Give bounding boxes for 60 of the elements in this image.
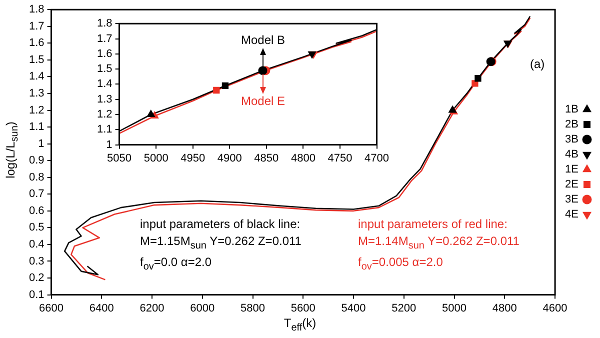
x-axis-title: T$_{eff}$(k)	[284, 316, 316, 334]
y-tick-label: 1	[38, 138, 44, 150]
y-tick-label: 1.6	[28, 37, 44, 50]
y-tick-label: 1.4	[96, 78, 112, 90]
y-tick-label: 0.2	[28, 272, 44, 284]
annotation: Model E	[240, 94, 286, 108]
y-tick-label: 1.3	[96, 93, 112, 106]
y-tick-label: 0.7	[28, 188, 44, 200]
y-tick-label: 1.7	[28, 20, 44, 32]
x-tick-label: 4750	[328, 152, 352, 164]
text: input parameters of red line: M=1.14M$_{sun}$ Y=0.262 Z=0.011 f$_{ov}$=0.005 α=2.0	[358, 217, 520, 273]
x-tick-label: 5600	[290, 302, 316, 314]
y-tick-label: 1.6	[96, 48, 112, 60]
x-tick-label: 6200	[140, 302, 164, 314]
y-tick-label: 0.1	[28, 288, 44, 301]
x-tick-label: 5000	[442, 302, 467, 314]
x-tick-label: 4800	[492, 302, 517, 314]
y-tick-label: 0.5	[28, 222, 44, 234]
legend-label: 3E	[565, 194, 578, 206]
x-tick-label: 4950	[180, 152, 206, 164]
legend-label: 3B	[565, 134, 578, 146]
annotation: Model B	[240, 33, 286, 47]
y-tick-label: 1.8	[96, 18, 112, 30]
x-tick-label: 5800	[240, 302, 266, 314]
y-tick-label: 1.4	[28, 70, 44, 83]
y-tick-label: 0.4	[28, 238, 44, 250]
x-tick-label: 4600	[542, 302, 568, 314]
y-tick-label: 0.9	[28, 154, 44, 167]
annotation: (a)	[530, 56, 545, 73]
x-tick-label: 5000	[144, 152, 168, 164]
legend-label: 1B	[565, 104, 578, 116]
x-tick-label: 5050	[107, 152, 132, 164]
y-tick-label: 1.5	[96, 63, 112, 76]
x-tick-label: 5400	[341, 302, 366, 314]
legend-label: 1E	[565, 164, 578, 176]
y-tick-label: 0.3	[28, 255, 44, 268]
x-tick-label: 5200	[392, 302, 416, 314]
x-tick-label: 6000	[190, 302, 215, 314]
x-tick-label: 4700	[364, 152, 390, 164]
y-tick-label: 1	[106, 138, 112, 151]
y-tick-label: 1.2	[28, 104, 44, 116]
y-tick-label: 1.8	[28, 4, 44, 16]
y-tick-label: 1.5	[28, 54, 44, 66]
y-tick-label: 0.6	[28, 204, 44, 217]
x-tick-label: 4800	[290, 152, 316, 164]
y-tick-label: 1.7	[96, 32, 112, 45]
text: input parameters of black line: M=1.15M$_{sun}$ Y=0.262 Z=0.011 f$_{ov}$=0.0 α=2.0	[140, 217, 302, 273]
legend-label: 2E	[565, 178, 578, 191]
x-tick-label: 4850	[254, 152, 279, 164]
legend-label: 4B	[565, 148, 578, 161]
x-tick-label: 6600	[39, 302, 64, 314]
y-tick-label: 0.8	[28, 171, 44, 184]
y-tick-label: 1.1	[96, 124, 112, 136]
y-tick-label: 1.3	[28, 88, 44, 100]
legend-label: 2B	[565, 118, 578, 131]
x-tick-label: 6400	[89, 302, 114, 314]
legend-label: 4E	[565, 208, 578, 221]
y-tick-label: 1.2	[96, 108, 112, 121]
x-tick-label: 4900	[217, 152, 242, 164]
y-tick-label: 1.1	[28, 121, 44, 134]
